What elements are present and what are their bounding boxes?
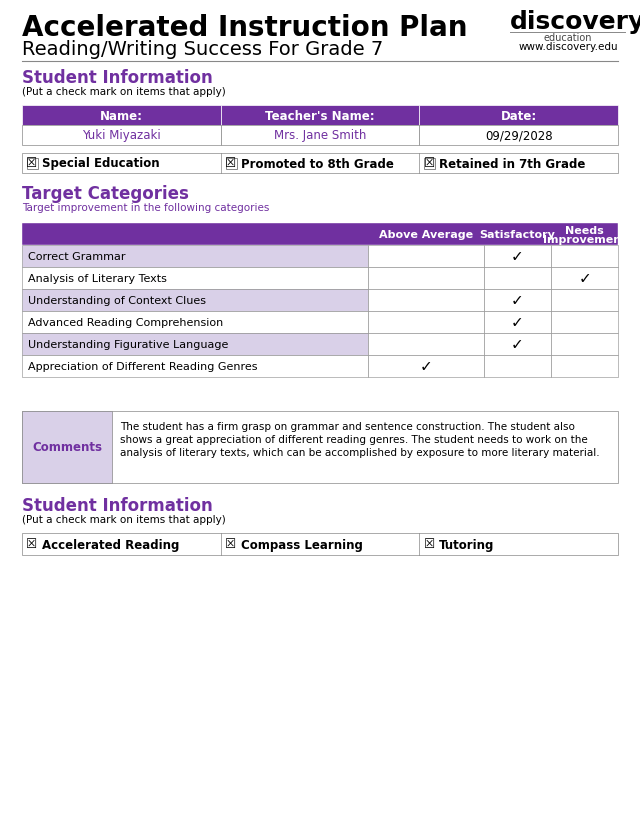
Text: Needs: Needs xyxy=(565,226,604,236)
Bar xyxy=(484,268,551,289)
Text: ☒: ☒ xyxy=(225,538,236,550)
Text: Teacher's Name:: Teacher's Name: xyxy=(265,109,375,122)
Bar xyxy=(22,312,367,333)
Text: ☒: ☒ xyxy=(26,538,38,550)
Bar xyxy=(484,289,551,312)
Text: Understanding of Context Clues: Understanding of Context Clues xyxy=(28,295,206,306)
Bar xyxy=(484,246,551,268)
Bar xyxy=(367,333,484,356)
Text: Target improvement in the following categories: Target improvement in the following cate… xyxy=(22,203,269,213)
Text: Date:: Date: xyxy=(500,109,537,122)
Bar xyxy=(419,106,618,126)
Bar xyxy=(367,268,484,289)
Text: ☒: ☒ xyxy=(424,157,435,170)
Bar xyxy=(221,126,419,146)
Bar xyxy=(22,412,618,484)
Text: ✓: ✓ xyxy=(511,293,524,308)
Bar xyxy=(419,126,618,146)
Text: Comments: Comments xyxy=(32,441,102,454)
Bar xyxy=(22,224,618,246)
Text: ✓: ✓ xyxy=(511,315,524,330)
Bar xyxy=(22,268,367,289)
Text: Special Education: Special Education xyxy=(42,157,159,170)
Text: Yuki Miyazaki: Yuki Miyazaki xyxy=(82,129,161,142)
Bar xyxy=(367,312,484,333)
Text: Retained in 7th Grade: Retained in 7th Grade xyxy=(439,157,586,170)
Bar xyxy=(22,154,618,174)
Text: 09/29/2028: 09/29/2028 xyxy=(485,129,552,142)
Text: Name:: Name: xyxy=(100,109,143,122)
Text: Tutoring: Tutoring xyxy=(439,538,495,551)
Bar xyxy=(367,246,484,268)
Bar xyxy=(484,333,551,356)
Bar xyxy=(221,106,419,126)
Text: Compass Learning: Compass Learning xyxy=(241,538,362,551)
Bar xyxy=(551,268,618,289)
Text: Accelerated Reading: Accelerated Reading xyxy=(42,538,179,551)
Text: Promoted to 8th Grade: Promoted to 8th Grade xyxy=(241,157,394,170)
Bar xyxy=(484,356,551,378)
Text: Analysis of Literary Texts: Analysis of Literary Texts xyxy=(28,274,167,284)
Bar xyxy=(551,312,618,333)
Text: (Put a check mark on items that apply): (Put a check mark on items that apply) xyxy=(22,87,226,97)
Text: Reading/Writing Success For Grade 7: Reading/Writing Success For Grade 7 xyxy=(22,40,383,59)
Text: Mrs. Jane Smith: Mrs. Jane Smith xyxy=(274,129,366,142)
Text: The student has a firm grasp on grammar and sentence construction. The student a: The student has a firm grasp on grammar … xyxy=(120,422,575,432)
Text: analysis of literary texts, which can be accomplished by exposure to more litera: analysis of literary texts, which can be… xyxy=(120,447,600,457)
Text: discovery: discovery xyxy=(510,10,640,34)
Text: Target Categories: Target Categories xyxy=(22,184,189,203)
Bar xyxy=(226,159,237,170)
Bar xyxy=(22,126,221,146)
Text: Student Information: Student Information xyxy=(22,496,212,514)
Bar xyxy=(22,333,367,356)
Text: ☒: ☒ xyxy=(225,157,236,170)
Bar xyxy=(424,159,435,170)
Bar xyxy=(22,533,618,555)
Text: education: education xyxy=(544,33,592,43)
Bar xyxy=(22,356,367,378)
Bar xyxy=(22,289,367,312)
Text: Satisfactory: Satisfactory xyxy=(479,230,556,240)
Text: Accelerated Instruction Plan: Accelerated Instruction Plan xyxy=(22,14,467,42)
Bar xyxy=(22,412,112,484)
Text: ✓: ✓ xyxy=(419,359,432,374)
Text: Advanced Reading Comprehension: Advanced Reading Comprehension xyxy=(28,318,223,327)
Text: www.discovery.edu: www.discovery.edu xyxy=(518,42,618,52)
Bar xyxy=(22,246,367,268)
Text: ✓: ✓ xyxy=(579,271,591,286)
Text: ✓: ✓ xyxy=(511,337,524,352)
Bar xyxy=(551,289,618,312)
Bar xyxy=(367,356,484,378)
Text: ✓: ✓ xyxy=(511,249,524,264)
Bar xyxy=(551,246,618,268)
Bar xyxy=(551,356,618,378)
Text: ☒: ☒ xyxy=(26,157,38,170)
Bar xyxy=(551,333,618,356)
Text: Improvement: Improvement xyxy=(543,235,627,245)
Bar xyxy=(484,312,551,333)
Bar xyxy=(27,159,38,170)
Text: Student Information: Student Information xyxy=(22,69,212,87)
Text: (Put a check mark on items that apply): (Put a check mark on items that apply) xyxy=(22,514,226,524)
Bar xyxy=(367,289,484,312)
Text: Above Average: Above Average xyxy=(379,230,473,240)
Text: shows a great appreciation of different reading genres. The student needs to wor: shows a great appreciation of different … xyxy=(120,434,588,444)
Text: Understanding Figurative Language: Understanding Figurative Language xyxy=(28,340,228,350)
Text: Appreciation of Different Reading Genres: Appreciation of Different Reading Genres xyxy=(28,361,257,371)
Text: Correct Grammar: Correct Grammar xyxy=(28,251,125,261)
Bar xyxy=(22,106,221,126)
Text: ☒: ☒ xyxy=(424,538,435,550)
